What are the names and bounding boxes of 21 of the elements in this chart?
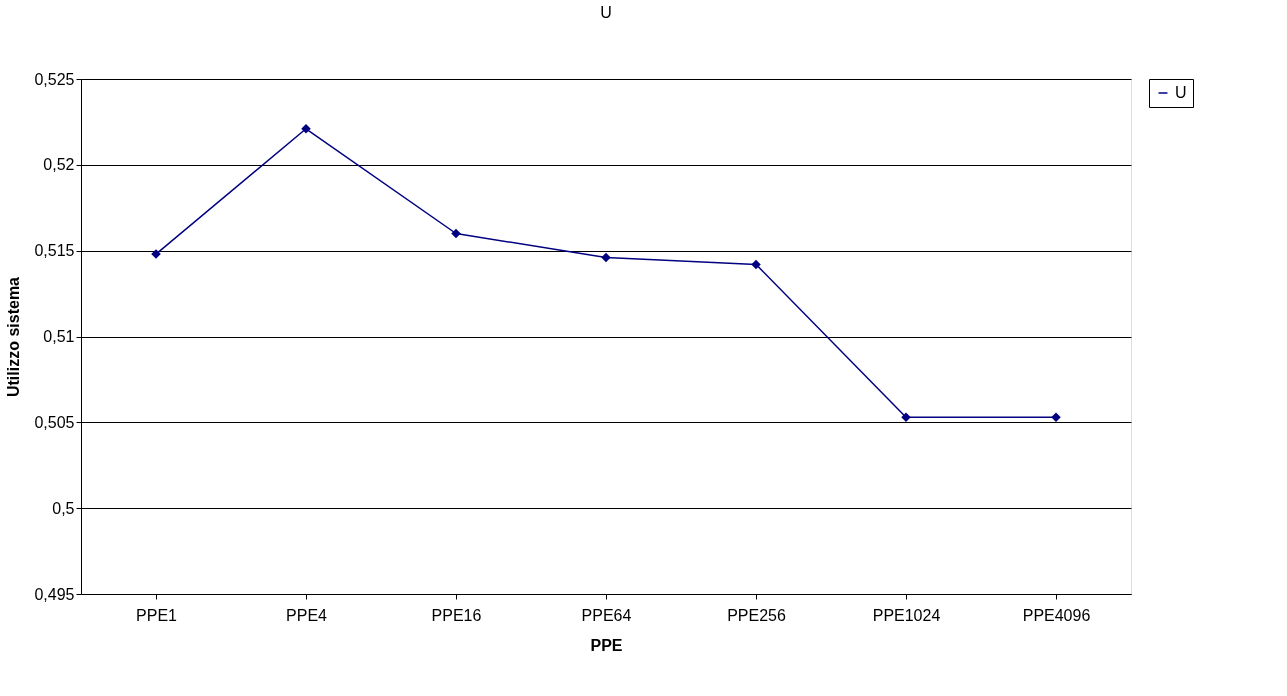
y-tick-label: 0,505: [34, 413, 75, 431]
chart-title: U: [600, 4, 612, 21]
legend-label: U: [1175, 84, 1187, 101]
x-tick-label: PPE4096: [1022, 606, 1091, 624]
point: [751, 259, 761, 270]
y-tick-label: 0,515: [34, 242, 75, 260]
x-tick-label: PPE64: [581, 606, 632, 624]
x-tick-label: PPE256: [727, 606, 786, 624]
y-tick-label: 0,52: [43, 156, 75, 174]
x-axis-title: PPE: [590, 636, 623, 654]
y-tick-label: 0,5: [52, 499, 75, 517]
point: [601, 252, 611, 263]
y-axis-title: Utilizzo sistema: [5, 276, 23, 398]
y-tick-label: 0,495: [34, 585, 75, 603]
x-tick-label: PPE16: [431, 606, 482, 624]
y-tick-label: 0,525: [34, 70, 75, 88]
x-tick-label: PPE1024: [872, 606, 941, 624]
y-tick-label: 0,51: [43, 328, 75, 345]
x-tick-label: PPE1: [136, 606, 178, 624]
point: [451, 228, 461, 239]
x-tick-label: PPE4: [286, 606, 328, 624]
